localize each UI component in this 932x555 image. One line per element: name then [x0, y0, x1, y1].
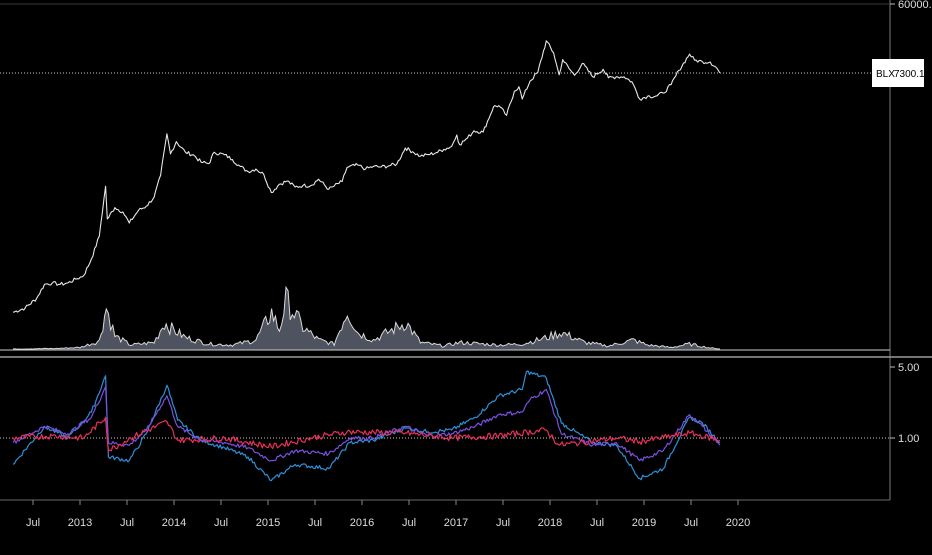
ind-axis-label-5: 5.00: [898, 362, 919, 374]
x-tick-label-12: Jul: [590, 517, 604, 529]
x-tick-label-15: 2020: [726, 517, 750, 529]
price-layer: [0, 40, 872, 313]
x-tick-label-8: Jul: [402, 517, 416, 529]
x-tick-label-2: Jul: [120, 517, 134, 529]
indicator-series-line-1: [12, 386, 721, 462]
volume-outline: [13, 285, 720, 350]
last-value-tag: BLX 7300.18: [872, 59, 931, 87]
indicator-layer: [0, 370, 890, 482]
x-tick-label-9: 2017: [444, 517, 468, 529]
last-value-ticker: BLX: [876, 69, 895, 80]
x-axis: Jul 2013 Jul 2014 Jul 2015 Jul 2016 Jul 2017 Jul 20…: [26, 500, 750, 529]
x-tick-label-13: 2019: [632, 517, 656, 529]
x-tick-label-5: 2015: [256, 517, 280, 529]
x-tick-label-1: 2013: [68, 517, 92, 529]
x-tick-label-3: 2014: [162, 517, 186, 529]
price-axis-label-60000: 60000.00: [898, 0, 932, 11]
x-tick-label-6: Jul: [308, 517, 322, 529]
x-tick-label-14: Jul: [684, 517, 698, 529]
indicator-series-line-0: [12, 370, 721, 482]
ind-axis-label-1: 1.00: [898, 433, 919, 445]
x-tick-label-10: Jul: [496, 517, 510, 529]
x-tick-label-7: 2016: [350, 517, 374, 529]
indicator-series-line-2: [12, 416, 721, 452]
x-tick-label-11: 2018: [538, 517, 562, 529]
price-series-line-0: [12, 40, 721, 313]
x-tick-label-0: Jul: [26, 517, 40, 529]
volume-layer: [0, 285, 890, 351]
x-tick-label-4: Jul: [214, 517, 228, 529]
last-value-price: 7300.18: [894, 69, 931, 80]
